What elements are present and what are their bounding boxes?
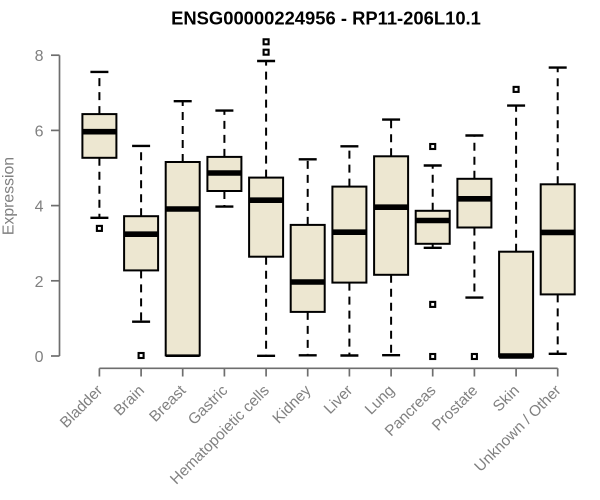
svg-text:4: 4 [35,199,44,216]
svg-text:8: 8 [35,48,44,65]
svg-text:ENSG00000224956 - RP11-206L10.: ENSG00000224956 - RP11-206L10.1 [171,7,481,28]
svg-text:6: 6 [35,123,44,140]
svg-text:0: 0 [35,349,44,366]
svg-text:Expression: Expression [1,157,18,235]
svg-text:2: 2 [35,274,44,291]
